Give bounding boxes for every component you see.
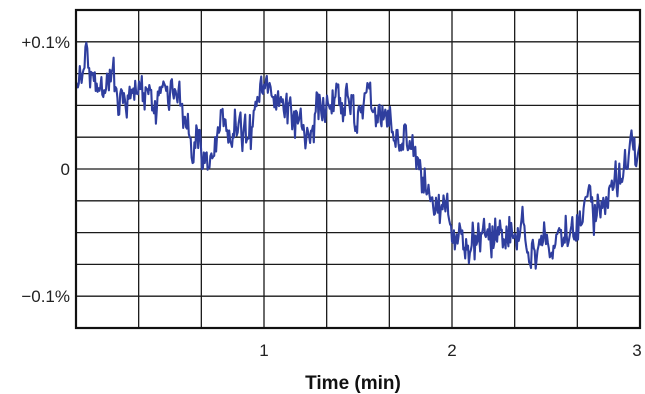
y-tick-label: −0.1% <box>21 287 70 306</box>
x-tick-labels: 1 2 3 <box>259 341 641 360</box>
x-tick-label: 1 <box>259 341 268 360</box>
series-line <box>74 41 642 270</box>
grid <box>76 10 640 328</box>
y-tick-label: +0.1% <box>21 33 70 52</box>
plot-frame <box>74 8 642 330</box>
x-axis-label: Time (min) <box>305 373 401 394</box>
x-tick-label: 3 <box>632 341 641 360</box>
y-tick-labels: +0.1% 0 −0.1% <box>21 33 70 306</box>
y-tick-label: 0 <box>61 160 70 179</box>
x-tick-label: 2 <box>447 341 456 360</box>
